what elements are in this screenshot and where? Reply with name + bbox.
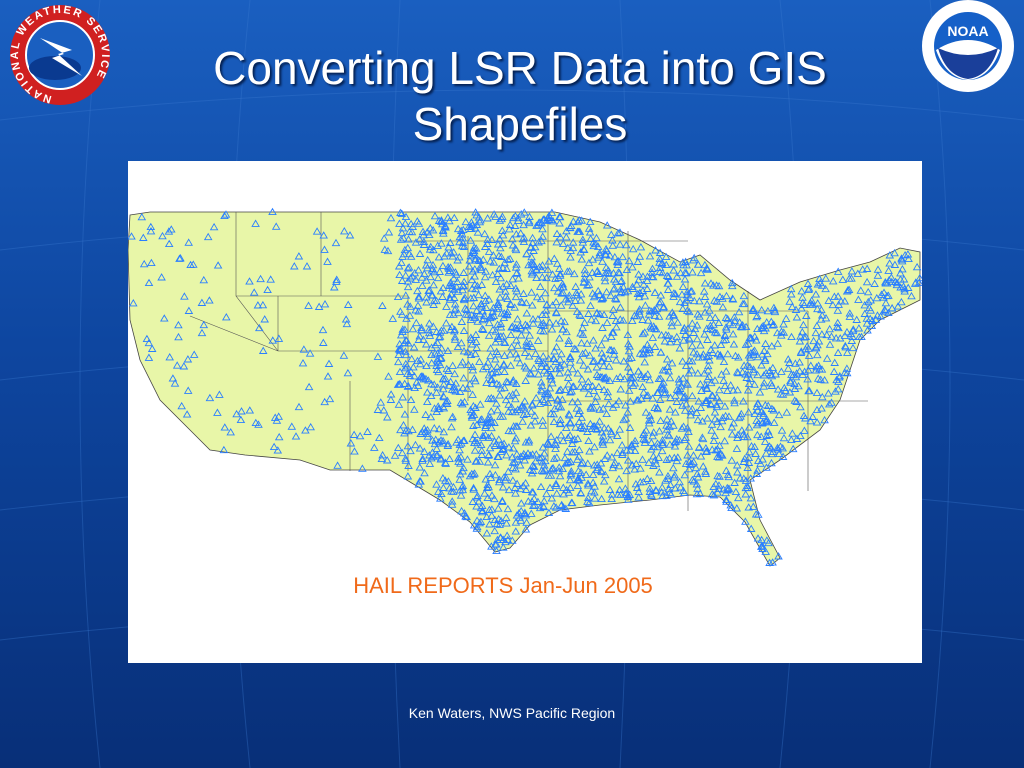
hail-report-markers bbox=[127, 207, 925, 566]
nws-logo: NATIONAL WEATHER SERVICE bbox=[9, 4, 110, 105]
footer: Ken Waters, NWS Pacific Region bbox=[408, 705, 616, 721]
us-map bbox=[127, 207, 925, 567]
map-caption: HAIL REPORTS Jan-Jun 2005 bbox=[353, 573, 653, 598]
noaa-logo-text: NOAA bbox=[947, 23, 988, 39]
map-panel: HAIL REPORTS Jan-Jun 2005 bbox=[127, 161, 925, 663]
state-lines bbox=[189, 212, 868, 511]
noaa-logo: NOAA bbox=[922, 0, 1014, 92]
slide-title: Converting LSR Data into GIS Shapefiles bbox=[213, 42, 827, 150]
